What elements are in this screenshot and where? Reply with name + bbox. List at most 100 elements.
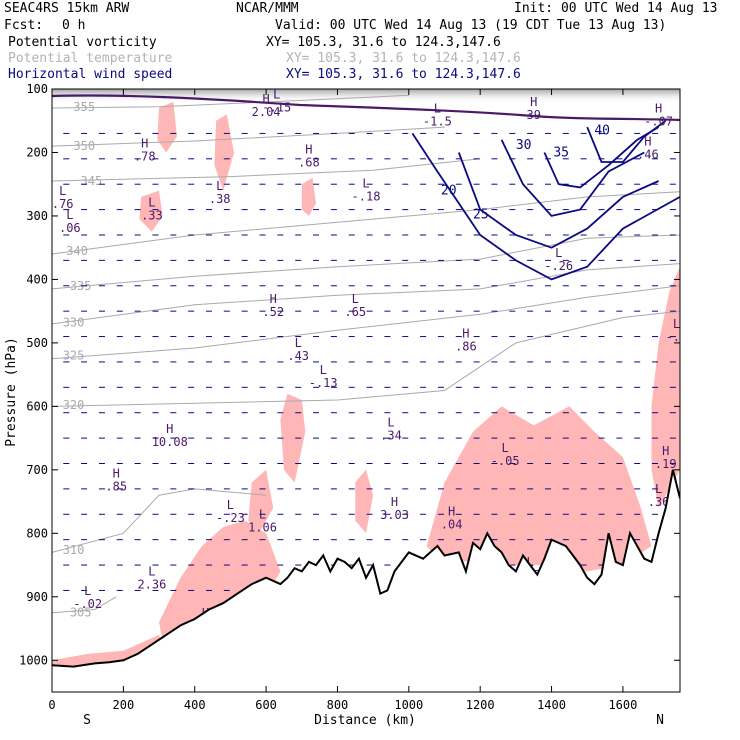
extremum-value-14: .52: [262, 305, 284, 319]
plot-frame: [51, 88, 681, 693]
theta-contour-355: [52, 94, 409, 109]
theta-label-340: 340: [66, 244, 88, 258]
init-time: Init: 00 UTC Wed 14 Aug 13: [514, 1, 718, 16]
extremum-type-27: L: [259, 508, 266, 522]
center-label: NCAR/MMM: [236, 1, 299, 16]
extremum-type-13: L: [555, 246, 562, 260]
theta-label-305: 305: [70, 606, 92, 620]
y-tick-label-900: 900: [26, 590, 48, 604]
extremum-type-16: L: [295, 336, 302, 350]
pv-region-10: [301, 177, 316, 216]
extremum-type-25: L: [655, 482, 662, 496]
y-axis: 100 200 300 400 500 600 700 800 900 1000: [19, 82, 680, 667]
y-tick-label-600: 600: [26, 399, 48, 413]
x-tick-label-0: 0: [48, 698, 55, 712]
extremum-type-23: H: [662, 444, 669, 458]
fcst-label: Fcst:: [4, 18, 44, 33]
extremum-value-9: 39: [526, 108, 540, 122]
x-axis: 0 200 400 600 800 1000 1200 1400 1600: [48, 89, 637, 712]
theta-label-345: 345: [81, 174, 103, 188]
field-xy-pv: XY= 105.3, 31.6 to 124.3,147.6: [266, 35, 501, 50]
extremum-value-23: .19: [655, 457, 677, 471]
theta-label-355: 355: [73, 100, 95, 114]
extremum-value-13: -.26: [544, 259, 573, 273]
extremum-type-18: H: [462, 327, 469, 341]
extremum-type-15: L: [352, 292, 359, 306]
extremum-value-2: .78: [134, 149, 156, 163]
extremum-value-6: .38: [209, 192, 231, 206]
theta-label-350: 350: [73, 139, 95, 153]
extremum-value-24: .85: [105, 479, 127, 493]
extremum-type-6: L: [216, 179, 223, 193]
extremum-type-29: H: [448, 504, 455, 518]
pv-region-5: [248, 469, 274, 534]
extremum-type-12: H: [644, 134, 651, 148]
y-axis-label: Pressure (hPa): [4, 337, 19, 447]
wind-contour-40: [586, 119, 667, 163]
extremum-type-21: L: [387, 416, 394, 430]
wind-speed-contours: 20 25 30 35 40: [411, 119, 680, 281]
extremum-value-11: -.07: [644, 114, 673, 128]
extremum-type-30: L: [148, 565, 155, 579]
y-tick-label-400: 400: [26, 272, 48, 286]
extremum-type-20: H: [166, 422, 173, 436]
theta-contour-350: [52, 126, 445, 147]
pv-region-8: [139, 190, 163, 232]
theta-contour-320: [52, 310, 680, 407]
pv-shading-layer: [52, 101, 680, 673]
x-tick-label-600: 600: [255, 698, 277, 712]
extremum-value-0: 2.04: [252, 105, 281, 119]
pv-region-2: [426, 406, 652, 572]
y-tick-label-1000: 1000: [19, 653, 48, 667]
wind-contour-30: [500, 139, 645, 217]
end-label-north: N: [656, 713, 664, 728]
pv-region-4: [280, 393, 306, 483]
extremum-value-5: .06: [59, 221, 81, 235]
extremum-type-0: H: [262, 92, 269, 106]
field-name-pv: Potential vorticity: [8, 35, 157, 50]
extremum-value-1: -.15: [262, 100, 291, 114]
extremum-type-14: H: [270, 292, 277, 306]
extremum-value-16: .43: [287, 349, 309, 363]
x-tick-label-200: 200: [113, 698, 135, 712]
y-tick-label-800: 800: [26, 526, 48, 540]
wind-label-20: 20: [441, 184, 457, 199]
wind-vector-field: [63, 132, 676, 642]
theta-contour-305: [52, 596, 117, 614]
y-tick-label-200: 200: [26, 145, 48, 159]
y-tick-label-500: 500: [26, 336, 48, 350]
extremum-type-24: H: [113, 466, 120, 480]
extremum-value-4: .76: [52, 197, 74, 211]
theta-label-320: 320: [63, 398, 85, 412]
terrain-layer: [52, 469, 680, 692]
x-tick-label-1400: 1400: [537, 698, 566, 712]
extremum-type-17: L: [320, 363, 327, 377]
extremum-value-10: -1.5: [423, 114, 452, 128]
wind-label-35: 35: [553, 145, 569, 160]
extremum-value-18: .86: [455, 340, 477, 354]
extremum-value-19: -.2: [666, 330, 688, 344]
end-label-south: S: [83, 713, 91, 728]
x-tick-label-800: 800: [327, 698, 349, 712]
tropopause-line: [52, 94, 680, 122]
theta-label-325: 325: [63, 349, 85, 363]
extremum-value-25: .36: [648, 495, 670, 509]
extremum-value-3: .33: [141, 208, 163, 222]
extremum-value-28: 3.03: [380, 508, 409, 522]
x-tick-label-1600: 1600: [608, 698, 637, 712]
extremum-value-22: -.05: [491, 454, 520, 468]
wind-label-40: 40: [594, 123, 610, 138]
theta-label-330: 330: [63, 316, 85, 330]
y-tick-label-300: 300: [26, 209, 48, 223]
y-tick-label-100: 100: [26, 82, 48, 96]
field-name-theta: Potential temperature: [8, 51, 173, 66]
pv-region-3: [651, 266, 680, 508]
extremum-type-11: H: [655, 101, 662, 115]
extremum-type-3: L: [148, 195, 155, 209]
extremum-value-27: 1.06: [248, 521, 277, 535]
extremum-type-34: L: [84, 584, 91, 598]
extremum-type-1: L: [273, 87, 280, 101]
wind-label-25: 25: [473, 208, 489, 223]
theta-contour-345: [52, 158, 481, 182]
